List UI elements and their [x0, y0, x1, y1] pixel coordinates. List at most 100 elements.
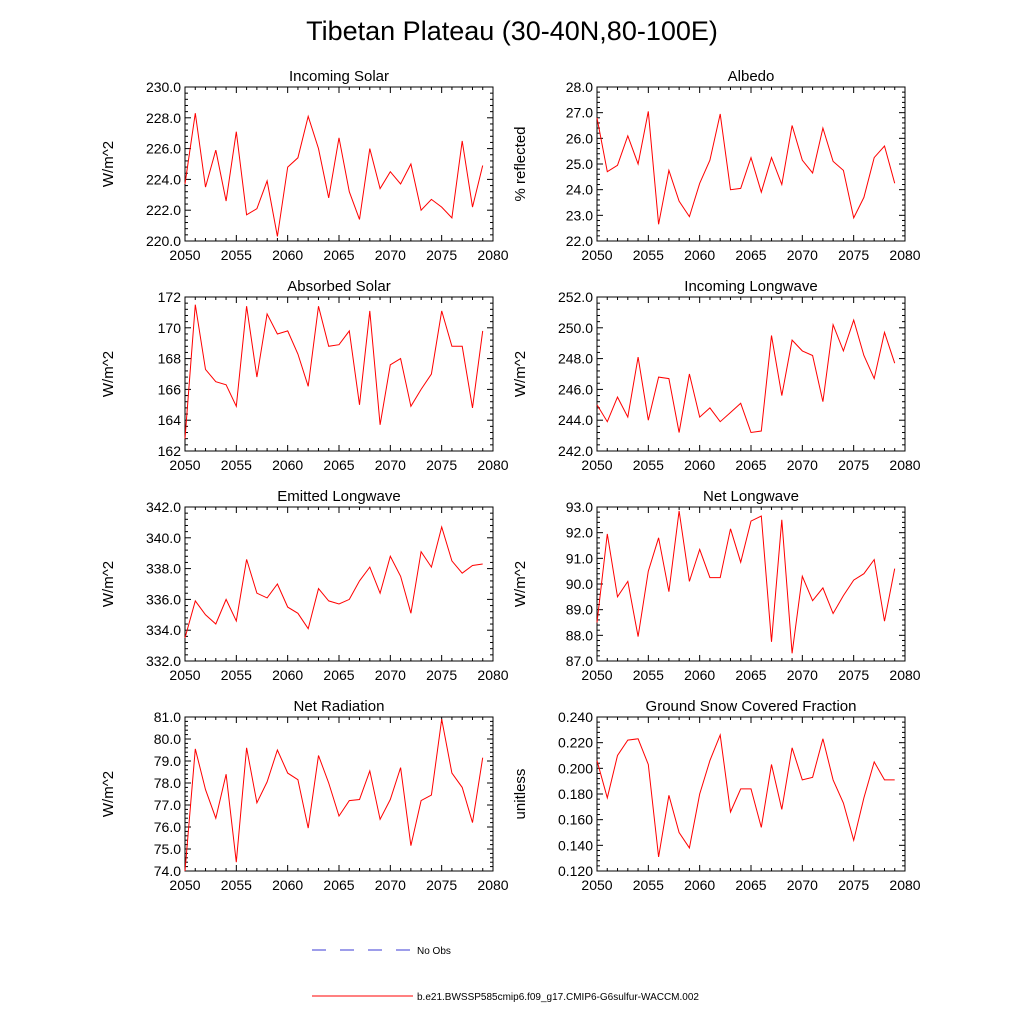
x-tick-label: 2075 — [838, 457, 869, 473]
y-tick-label: 25.0 — [566, 156, 593, 172]
x-tick-label: 2065 — [323, 667, 354, 683]
y-tick-label: 0.200 — [558, 760, 593, 776]
panel-4: Emitted Longwave W/m^2 2050 2055 2060 2065 207… — [100, 488, 509, 683]
y-tick-label: 78.0 — [154, 775, 181, 791]
x-tick-label: 2065 — [323, 877, 354, 893]
x-tick-label: 2050 — [581, 247, 612, 263]
y-axis-label: W/m^2 — [100, 351, 117, 397]
y-tick-label: 244.0 — [558, 412, 593, 428]
panels: Incoming Solar W/m^2 2050 2055 2060 2065 2070 2… — [100, 68, 921, 893]
y-tick-label: 0.120 — [558, 863, 593, 879]
panel-title: Net Longwave — [703, 488, 799, 505]
y-tick-label: 342.0 — [146, 499, 181, 515]
y-tick-label: 23.0 — [566, 207, 593, 223]
y-tick-label: 162 — [158, 443, 182, 459]
legend-label-no-obs: No Obs — [417, 946, 451, 957]
x-tick-label: 2055 — [633, 667, 664, 683]
series-line-0 — [596, 318, 896, 434]
figure-title: Tibetan Plateau (30-40N,80-100E) — [306, 16, 718, 46]
y-tick-label: 24.0 — [566, 182, 593, 198]
y-tick-label: 0.140 — [558, 837, 593, 853]
y-tick-label: 27.0 — [566, 105, 593, 121]
x-tick-label: 2065 — [735, 667, 766, 683]
panel-title: Incoming Longwave — [684, 278, 817, 295]
x-tick-label: 2075 — [838, 247, 869, 263]
y-axis-label: W/m^2 — [512, 561, 529, 607]
y-axis-label: W/m^2 — [100, 561, 117, 607]
y-tick-label: 252.0 — [558, 289, 593, 305]
y-tick-label: 332.0 — [146, 653, 181, 669]
series-line-0 — [596, 510, 896, 654]
y-tick-label: 80.0 — [154, 731, 181, 747]
plot-frame — [596, 716, 906, 872]
y-axis-label: % reflected — [512, 126, 529, 201]
y-tick-label: 74.0 — [154, 863, 181, 879]
y-tick-label: 168 — [158, 351, 182, 367]
x-tick-label: 2065 — [323, 247, 354, 263]
x-tick-label: 2050 — [581, 667, 612, 683]
y-tick-label: 89.0 — [566, 602, 593, 618]
x-tick-label: 2080 — [889, 667, 920, 683]
x-tick-label: 2055 — [633, 247, 664, 263]
x-tick-label: 2050 — [169, 457, 200, 473]
x-tick-label: 2065 — [323, 457, 354, 473]
y-axis-label: W/m^2 — [100, 771, 117, 817]
y-tick-label: 230.0 — [146, 79, 181, 95]
series-line-0 — [596, 111, 896, 225]
y-tick-label: 248.0 — [558, 351, 593, 367]
y-axis-label: unitless — [512, 769, 529, 820]
panel-title: Net Radiation — [294, 698, 385, 715]
plot-frame — [184, 716, 494, 872]
x-tick-label: 2075 — [838, 877, 869, 893]
x-tick-label: 2070 — [375, 877, 406, 893]
plot-frame — [596, 86, 906, 242]
series-line-0 — [184, 719, 484, 872]
panel-2: Absorbed Solar W/m^2 2050 2055 2060 2065 2070 2… — [100, 278, 509, 473]
x-tick-label: 2080 — [477, 457, 508, 473]
x-tick-label: 2070 — [787, 457, 818, 473]
x-tick-label: 2055 — [221, 457, 252, 473]
x-tick-label: 2060 — [684, 247, 715, 263]
series-line-0 — [184, 525, 483, 639]
x-tick-label: 2060 — [684, 667, 715, 683]
y-tick-label: 93.0 — [566, 499, 593, 515]
series-line-0 — [184, 304, 484, 439]
x-tick-label: 2065 — [735, 457, 766, 473]
y-tick-label: 0.160 — [558, 812, 593, 828]
panel-6: Net Radiation W/m^2 2050 2055 2060 2065 2070 20… — [100, 698, 509, 893]
x-tick-label: 2060 — [272, 667, 303, 683]
panel-5: Net Longwave W/m^2 2050 2055 2060 2065 2070 207… — [512, 488, 921, 683]
panel-3: Incoming Longwave W/m^2 2050 2055 2060 2065 20… — [512, 278, 921, 473]
x-tick-label: 2070 — [375, 247, 406, 263]
x-tick-label: 2065 — [735, 247, 766, 263]
y-tick-label: 338.0 — [146, 561, 181, 577]
y-tick-label: 87.0 — [566, 653, 593, 669]
panel-title: Emitted Longwave — [277, 488, 400, 505]
x-tick-label: 2060 — [272, 457, 303, 473]
plot-frame — [596, 506, 906, 662]
x-tick-label: 2065 — [735, 877, 766, 893]
x-tick-label: 2080 — [477, 667, 508, 683]
x-tick-label: 2075 — [426, 247, 457, 263]
x-tick-label: 2050 — [581, 457, 612, 473]
x-tick-label: 2080 — [889, 457, 920, 473]
x-tick-label: 2080 — [889, 877, 920, 893]
x-tick-label: 2060 — [684, 457, 715, 473]
x-tick-label: 2080 — [889, 247, 920, 263]
x-tick-label: 2055 — [221, 667, 252, 683]
plot-frame — [184, 506, 494, 662]
y-tick-label: 88.0 — [566, 627, 593, 643]
panel-title: Albedo — [728, 68, 775, 85]
panel-title: Ground Snow Covered Fraction — [646, 698, 857, 715]
y-tick-label: 91.0 — [566, 550, 593, 566]
y-tick-label: 250.0 — [558, 320, 593, 336]
y-tick-label: 76.0 — [154, 819, 181, 835]
x-tick-label: 2055 — [221, 247, 252, 263]
y-tick-label: 172 — [158, 289, 182, 305]
plot-frame — [184, 296, 494, 452]
y-tick-label: 170 — [158, 320, 182, 336]
x-tick-label: 2080 — [477, 247, 508, 263]
x-tick-label: 2070 — [787, 667, 818, 683]
y-tick-label: 75.0 — [154, 841, 181, 857]
